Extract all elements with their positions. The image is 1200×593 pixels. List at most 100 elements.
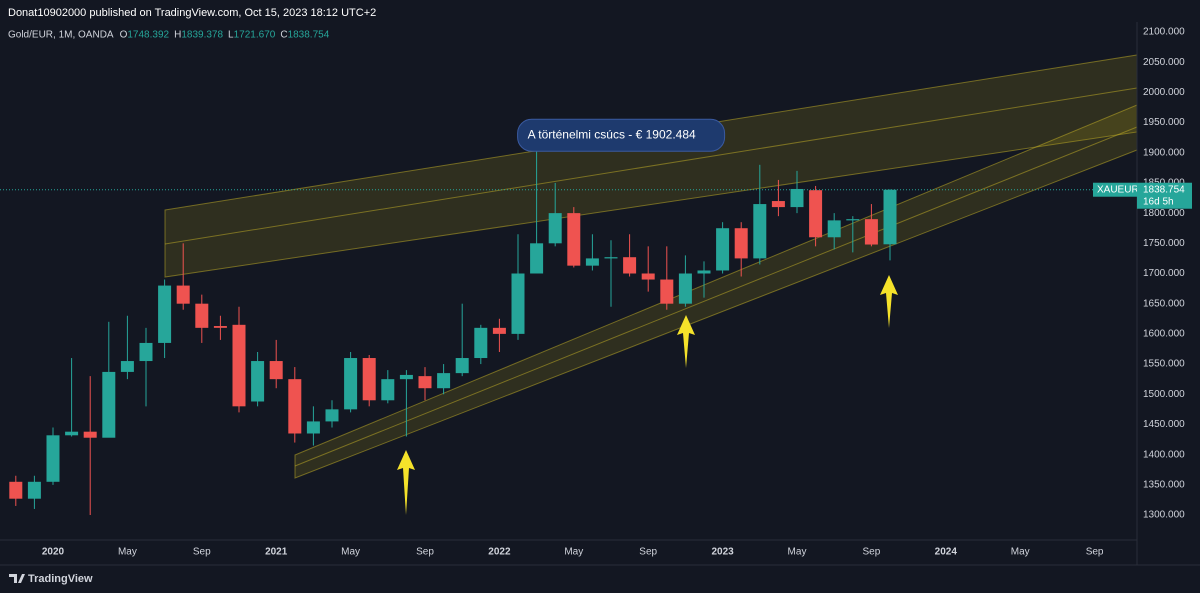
candles [9, 151, 897, 515]
y-tick-label: 1400.000 [1143, 449, 1185, 460]
candle-body [511, 273, 525, 334]
candle-body [567, 213, 581, 266]
candle-body [678, 273, 692, 304]
candle-body [213, 326, 227, 328]
x-tick-label: 2022 [488, 547, 511, 558]
candle-body [753, 204, 767, 259]
x-tick-label: May [1011, 547, 1030, 558]
candle-body [176, 285, 190, 304]
candle-body [399, 374, 413, 380]
y-tick-label: 2100.000 [1143, 27, 1185, 38]
candle-body [232, 324, 246, 407]
y-tick-label: 1650.000 [1143, 298, 1185, 309]
candle-body [120, 361, 134, 372]
price-tag-price: 1838.754 [1143, 184, 1185, 195]
candle-body [734, 228, 748, 259]
y-tick-label: 1950.000 [1143, 117, 1185, 128]
arrow [880, 275, 898, 328]
logo: TradingView [9, 573, 93, 585]
x-tick-label: Sep [639, 547, 657, 558]
y-tick-label: 1300.000 [1143, 510, 1185, 521]
brand: TradingView [28, 573, 93, 585]
ohlc-label: O [120, 30, 128, 41]
candle-body [9, 481, 23, 499]
candle-body [585, 258, 599, 266]
logo-icon [9, 574, 25, 583]
candle-body [306, 421, 320, 434]
x-tick-label: May [788, 547, 807, 558]
price-tag-bg [1093, 182, 1137, 197]
candle-body [530, 243, 544, 274]
candle-body [269, 361, 283, 380]
annotation-text: A történelmi csúcs - € 1902.484 [528, 127, 696, 141]
candle-body [846, 219, 860, 221]
ohlc-value: 1839.378 [181, 30, 223, 41]
price-tag-ticker: XAUEUR [1097, 184, 1139, 195]
candle-body [641, 273, 655, 280]
candle-body [771, 201, 785, 208]
candle-body [790, 188, 804, 208]
y-tick-label: 1700.000 [1143, 268, 1185, 279]
candle-body [325, 409, 339, 422]
candle-body [864, 219, 878, 245]
candle-body [381, 379, 395, 401]
candle-body [827, 220, 841, 238]
y-tick-label: 1550.000 [1143, 359, 1185, 370]
candle-body [604, 257, 618, 259]
x-tick-label: May [564, 547, 583, 558]
y-tick-label: 2000.000 [1143, 87, 1185, 98]
candle-body [809, 190, 823, 238]
lower-midline [294, 126, 1138, 467]
ohlc-label: H [174, 30, 181, 41]
arrow [677, 315, 695, 368]
ohlc-value: 1838.754 [288, 30, 330, 41]
candle-body [697, 270, 711, 274]
y-tick-label: 1900.000 [1143, 147, 1185, 158]
candle-body [474, 327, 488, 359]
price-tag-box [1137, 182, 1192, 209]
ohlc-label: L [228, 30, 234, 41]
published-header: Donat10902000 published on TradingView.c… [8, 7, 376, 19]
arrows [397, 275, 898, 515]
candle-body [27, 481, 41, 499]
candle-body [83, 431, 97, 438]
y-tick-label: 1750.000 [1143, 238, 1185, 249]
ohlc-value: 1748.392 [127, 30, 169, 41]
candle-body [362, 358, 376, 401]
annotation-box [517, 118, 726, 152]
x-tick-label: May [341, 547, 360, 558]
candle-body [437, 373, 451, 389]
x-tick-label: May [118, 547, 137, 558]
y-tick-label: 1450.000 [1143, 419, 1185, 430]
candle-body [139, 342, 153, 362]
candle-body [418, 376, 432, 389]
candle-body [455, 358, 469, 374]
ohlc-label: C [280, 30, 287, 41]
upper-midline [164, 87, 1138, 245]
candle-body [716, 228, 730, 271]
candle-body [492, 327, 506, 334]
x-tick-label: 2023 [711, 547, 734, 558]
y-tick-label: 1500.000 [1143, 389, 1185, 400]
y-tick-label: 2050.000 [1143, 57, 1185, 68]
x-tick-label: Sep [193, 547, 211, 558]
candle-body [251, 361, 265, 402]
x-tick-label: Sep [1086, 547, 1104, 558]
x-tick-label: 2021 [265, 547, 288, 558]
candle-body [46, 435, 60, 482]
candle-body [623, 257, 637, 274]
ohlc-value: 1721.670 [234, 30, 276, 41]
arrow [397, 450, 415, 515]
y-tick-label: 1350.000 [1143, 479, 1185, 490]
candle-body [660, 279, 674, 304]
x-tick-label: Sep [416, 547, 434, 558]
candle-body [195, 303, 209, 328]
symbol-legend: Gold/EUR, 1M, OANDA [8, 30, 114, 41]
candle-body [65, 431, 79, 436]
x-tick-label: 2020 [42, 547, 65, 558]
y-tick-label: 1600.000 [1143, 329, 1185, 340]
candle-body [158, 285, 172, 343]
candle-body [288, 379, 302, 434]
